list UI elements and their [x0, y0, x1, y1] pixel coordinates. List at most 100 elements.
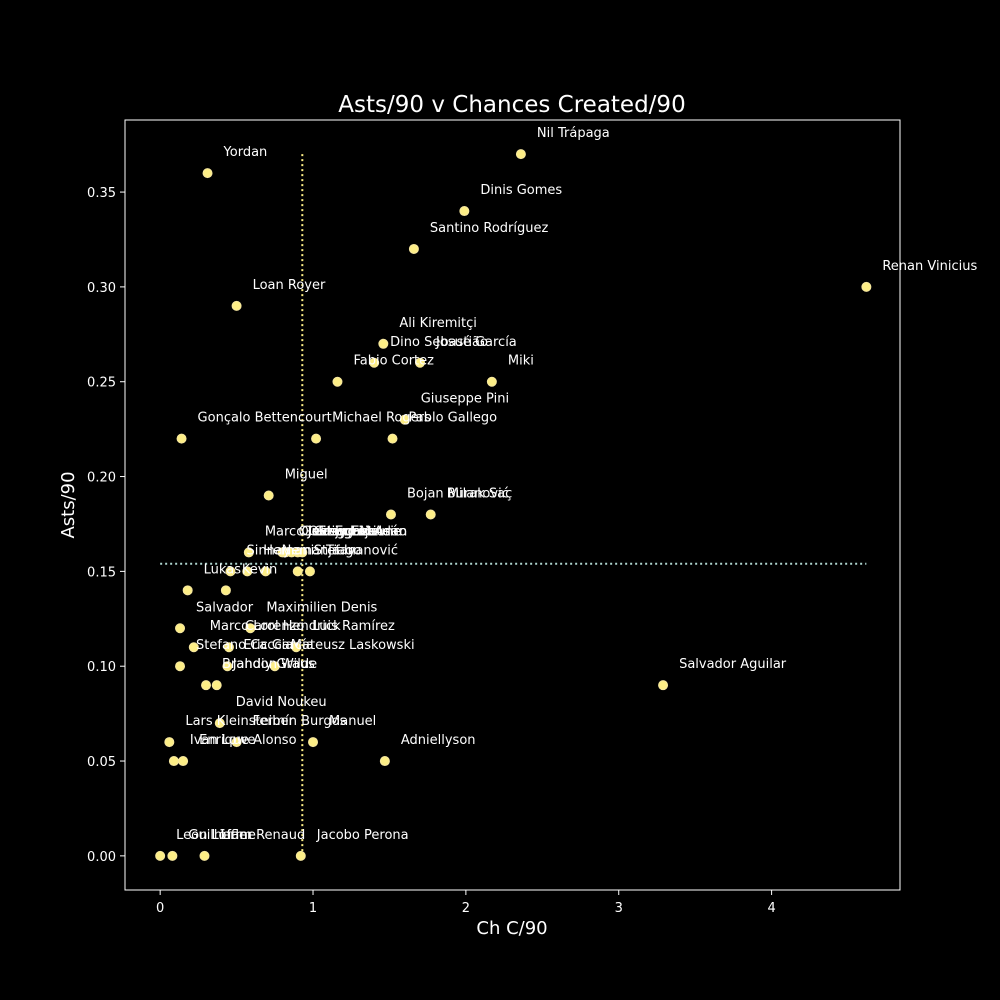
data-point	[291, 642, 302, 653]
point-label: Ali Kiremitçi	[399, 316, 477, 331]
point-label: Santino Rodríguez	[430, 221, 549, 236]
y-axis-label: Asts/90	[58, 471, 79, 538]
data-point	[202, 168, 213, 179]
point-label: Jacobo Perona	[316, 828, 409, 843]
point-label: Joël Egbe	[307, 524, 368, 539]
point-label: Mateusz Laskowski	[291, 638, 415, 653]
data-point	[304, 566, 315, 577]
data-point	[168, 756, 179, 767]
data-point	[178, 756, 189, 767]
data-point	[861, 281, 872, 292]
point-label: Loan Royer	[253, 278, 326, 293]
data-point	[260, 566, 271, 577]
point-label: Fabio Cortez	[353, 354, 434, 369]
x-tick-label: 3	[615, 901, 623, 916]
y-tick-label: 0.15	[87, 565, 116, 580]
point-label: Lukas	[204, 562, 242, 577]
x-tick-label: 0	[156, 901, 164, 916]
y-tick-label: 0.00	[87, 850, 116, 865]
data-point	[263, 490, 274, 501]
data-point	[269, 661, 280, 672]
data-point	[175, 661, 186, 672]
data-point	[222, 661, 233, 672]
point-label: Adniellyson	[401, 733, 476, 748]
data-point	[155, 850, 166, 861]
data-point	[415, 357, 426, 368]
point-label: Kevin	[242, 562, 277, 577]
plot-frame	[124, 119, 901, 891]
data-point	[297, 547, 308, 558]
data-point	[182, 585, 193, 596]
point-label: Gonçalo Bettencourt	[198, 411, 332, 426]
point-label: Eric García	[243, 638, 313, 653]
data-point	[225, 566, 236, 577]
point-label: Miki	[508, 354, 534, 369]
data-point	[214, 718, 225, 729]
data-point	[515, 149, 526, 160]
point-label: Josué García	[435, 335, 517, 350]
data-point	[211, 680, 222, 691]
data-point	[332, 376, 343, 387]
data-point	[408, 243, 419, 254]
data-point	[175, 623, 186, 634]
chart-title: Asts/90 v Chances Created/90	[338, 92, 685, 118]
point-label: Yordan	[223, 145, 268, 160]
data-point	[425, 509, 436, 520]
data-point	[486, 376, 497, 387]
data-point	[188, 642, 199, 653]
data-points	[155, 149, 872, 861]
point-label: Brandon Wilde	[222, 657, 317, 672]
reference-lines	[160, 154, 867, 856]
point-label: Tiago	[325, 543, 361, 558]
point-label: Maximilien Denis	[266, 600, 377, 615]
y-tick-label: 0.20	[87, 471, 116, 486]
data-point	[378, 338, 389, 349]
point-label: Guilherme	[188, 828, 256, 843]
data-point	[176, 433, 187, 444]
x-tick-label: 4	[767, 901, 775, 916]
data-point	[369, 357, 380, 368]
data-point	[231, 737, 242, 748]
point-label: Hernani	[263, 543, 314, 558]
point-label: Stijn Evans	[318, 524, 390, 539]
data-point	[243, 547, 254, 558]
point-label: Carol Hendrick	[245, 619, 341, 634]
data-point	[311, 433, 322, 444]
point-label: David Noukeu	[236, 695, 327, 710]
data-point	[220, 585, 231, 596]
x-tick-label: 1	[309, 901, 317, 916]
point-label: Leon Löffler	[176, 828, 253, 843]
x-tick-label: 2	[462, 901, 470, 916]
y-tick-label: 0.30	[87, 281, 116, 296]
data-point	[658, 680, 669, 691]
data-point	[231, 300, 242, 311]
data-point	[308, 737, 319, 748]
point-labels: Nil Trápaga Yordan Dinis Gomes Santino Rodr…	[176, 126, 977, 843]
data-point	[242, 566, 253, 577]
data-point	[199, 850, 210, 861]
point-label: Michael Rogers	[332, 411, 431, 426]
data-point	[295, 850, 306, 861]
point-label: Nil Trápaga	[537, 126, 610, 141]
point-label: Renan Vinicius	[882, 259, 977, 274]
data-point	[387, 433, 398, 444]
point-label: Nemanja Ivanović	[282, 543, 398, 558]
data-point	[223, 642, 234, 653]
point-label: Jahdiy Graus	[232, 657, 315, 672]
data-point	[292, 566, 303, 577]
y-tick-label: 0.35	[87, 186, 116, 201]
point-label: Marco Olasagasti	[265, 524, 377, 539]
point-label: Stefan	[314, 543, 356, 558]
point-label: Lars Kleinsteiber	[185, 714, 294, 729]
point-label: Manuel	[329, 714, 376, 729]
y-axis: 0.00 0.05 0.10 0.15 0.20 0.25 0.30 0.35	[87, 186, 125, 865]
y-tick-label: 0.25	[87, 376, 116, 391]
data-point	[286, 547, 297, 558]
point-label: Ivan Lowe	[190, 733, 255, 748]
point-label: Bojan Milanović	[407, 486, 509, 501]
y-tick-label: 0.10	[87, 660, 116, 675]
data-point	[245, 623, 256, 634]
data-point	[167, 850, 178, 861]
data-point	[164, 737, 175, 748]
